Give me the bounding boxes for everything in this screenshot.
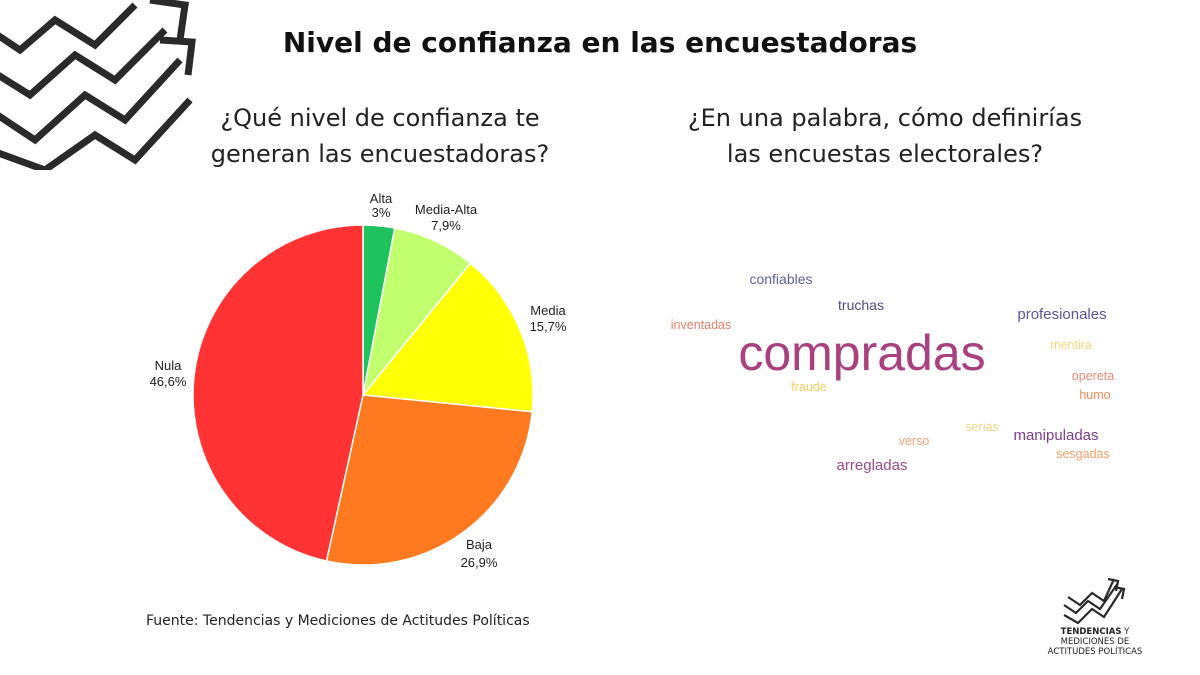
corner-arrows-icon xyxy=(0,0,196,170)
cloud-word-verso: verso xyxy=(899,434,930,448)
pie-value-alta: 3% xyxy=(372,205,391,220)
wordcloud-question-line1: ¿En una palabra, cómo definirías xyxy=(687,104,1083,132)
cloud-word-profesionales: profesionales xyxy=(1017,306,1106,323)
brand-line1: TENDENCIAS Y xyxy=(1060,627,1130,637)
page-title: Nivel de confianza en las encuestadoras xyxy=(282,26,918,59)
pie-slice-media xyxy=(361,262,534,413)
pie-slice-nula xyxy=(192,224,364,562)
pie-label-nula: Nula xyxy=(155,358,183,373)
cloud-word-truchas: truchas xyxy=(838,297,884,313)
pie-label-media-alta: Media-Alta xyxy=(415,202,478,217)
pie-label-media: Media xyxy=(530,303,566,318)
cloud-word-opereta: opereta xyxy=(1072,369,1114,383)
pie-value-nula: 46,6% xyxy=(150,374,187,389)
pie-slice-media-alta xyxy=(362,227,472,396)
cloud-word-manipuladas: manipuladas xyxy=(1013,427,1098,444)
cloud-word-mentira: mentira xyxy=(1050,338,1092,352)
pie-value-media-alta: 7,9% xyxy=(431,218,461,233)
pie-slice-baja xyxy=(325,394,533,566)
cloud-word-arregladas: arregladas xyxy=(837,457,908,474)
pie-question-line1: ¿Qué nivel de confianza te xyxy=(220,104,540,132)
pie-question: ¿Qué nivel de confianza te generan las e… xyxy=(170,100,590,172)
wordcloud-question: ¿En una palabra, cómo definirías las enc… xyxy=(660,100,1110,172)
cloud-word-confiables: confiables xyxy=(749,271,812,287)
cloud-word-serias: serias xyxy=(965,420,998,434)
cloud-word-inventadas: inventadas xyxy=(671,318,731,332)
source-note: Fuente: Tendencias y Mediciones de Actit… xyxy=(146,613,530,629)
brand-name: TENDENCIAS Y MEDICIONES DE ACTITUDES POL… xyxy=(1040,627,1150,657)
brand-logo-icon xyxy=(1063,577,1126,625)
pie-value-media: 15,7% xyxy=(530,319,567,334)
pie-label-alta: Alta xyxy=(370,191,393,206)
wordcloud-question-line2: las encuestas electorales? xyxy=(726,140,1044,168)
pie-slice-alta xyxy=(362,224,396,396)
cloud-word-sesgadas: sesgadas xyxy=(1056,447,1110,461)
pie-label-baja: Baja xyxy=(466,537,493,552)
brand-line2: MEDICIONES DE xyxy=(1060,637,1130,647)
cloud-word-compradas: compradas xyxy=(738,325,985,381)
pie-question-line2: generan las encuestadoras? xyxy=(210,140,550,168)
cloud-word-humo: humo xyxy=(1079,388,1110,402)
cloud-word-fraude: fraude xyxy=(791,380,826,394)
pie-value-baja: 26,9% xyxy=(461,555,498,570)
brand-line3: ACTITUDES POLÍTICAS xyxy=(1047,647,1143,657)
